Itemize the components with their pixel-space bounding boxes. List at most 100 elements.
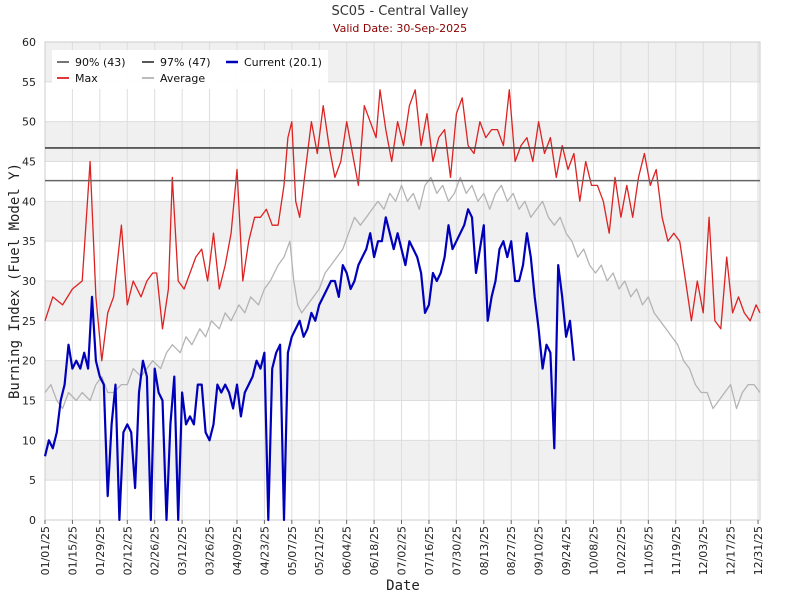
avg-point <box>219 328 220 329</box>
avg-point <box>495 193 496 194</box>
y-axis-ticks: 0 5 10 15 20 25 30 35 40 45 50 55 60 <box>22 36 36 527</box>
current-point <box>142 360 143 361</box>
avg-point <box>648 296 649 297</box>
current-point <box>189 416 190 417</box>
x-tick-label: 01/15/25 <box>66 526 79 575</box>
max-point <box>556 177 557 178</box>
max-point <box>426 113 427 114</box>
max-point <box>532 161 533 162</box>
current-point <box>436 280 437 281</box>
max-point <box>311 121 312 122</box>
max-point <box>291 121 292 122</box>
avg-point <box>518 209 519 210</box>
avg-point <box>630 296 631 297</box>
current-point <box>193 424 194 425</box>
max-point <box>473 153 474 154</box>
current-point <box>409 241 410 242</box>
current-point <box>150 519 151 520</box>
y-tick-label: 10 <box>22 434 36 447</box>
max-point <box>317 153 318 154</box>
current-point <box>299 320 300 321</box>
current-point <box>182 392 183 393</box>
current-point <box>440 272 441 273</box>
max-point <box>708 217 709 218</box>
max-point <box>585 161 586 162</box>
current-point <box>319 304 320 305</box>
plot-frame <box>44 41 761 521</box>
max-point <box>89 161 90 162</box>
current-point <box>283 519 284 520</box>
avg-point <box>366 217 367 218</box>
current-point <box>397 233 398 234</box>
x-tick-label: 07/30/25 <box>450 526 463 575</box>
max-point <box>703 312 704 313</box>
max-point <box>305 169 306 170</box>
avg-point <box>278 264 279 265</box>
avg-point <box>313 296 314 297</box>
avg-point <box>101 376 102 377</box>
max-point <box>497 129 498 130</box>
max-point <box>479 121 480 122</box>
max-point <box>113 296 114 297</box>
max-point <box>95 296 96 297</box>
max-point <box>44 320 45 321</box>
avg-point <box>612 272 613 273</box>
avg-point <box>589 264 590 265</box>
x-tick-label: 01/01/25 <box>39 526 52 575</box>
x-tick-label: 05/07/25 <box>286 526 299 575</box>
avg-point <box>199 328 200 329</box>
current-point <box>554 448 555 449</box>
current-point <box>546 344 547 345</box>
current-point <box>95 360 96 361</box>
current-point <box>558 264 559 265</box>
x-tick-label: 02/26/25 <box>149 526 162 575</box>
avg-point <box>542 201 543 202</box>
max-point <box>230 233 231 234</box>
current-point <box>264 352 265 353</box>
current-point <box>526 233 527 234</box>
max-point <box>272 225 273 226</box>
current-point <box>295 328 296 329</box>
avg-point <box>701 392 702 393</box>
current-point <box>323 296 324 297</box>
max-point <box>207 280 208 281</box>
current-point <box>103 384 104 385</box>
max-point <box>515 161 516 162</box>
legend-label: 90% (43) <box>75 56 126 69</box>
current-point <box>111 424 112 425</box>
current-point <box>252 376 253 377</box>
avg-point <box>82 392 83 393</box>
avg-point <box>62 408 63 409</box>
max-point <box>738 296 739 297</box>
current-point <box>491 296 492 297</box>
avg-point <box>636 288 637 289</box>
current-point <box>479 249 480 250</box>
current-point <box>362 257 363 258</box>
avg-point <box>583 249 584 250</box>
current-point <box>236 384 237 385</box>
current-point <box>201 384 202 385</box>
max-point <box>340 161 341 162</box>
legend: 90% (43) 97% (47) Current (20.1) Max Average <box>52 50 328 89</box>
current-point <box>565 336 566 337</box>
avg-point <box>121 384 122 385</box>
avg-point <box>689 368 690 369</box>
avg-point <box>258 304 259 305</box>
avg-point <box>293 280 294 281</box>
avg-point <box>297 304 298 305</box>
x-tick-label: 07/16/25 <box>423 526 436 575</box>
avg-point <box>301 312 302 313</box>
avg-point <box>748 384 749 385</box>
legend-label: Max <box>75 72 98 85</box>
avg-point <box>571 241 572 242</box>
current-point <box>307 328 308 329</box>
avg-point <box>230 320 231 321</box>
current-point <box>80 368 81 369</box>
current-point <box>217 384 218 385</box>
avg-point <box>448 201 449 202</box>
current-point <box>268 519 269 520</box>
current-point <box>471 217 472 218</box>
current-point <box>424 312 425 313</box>
y-band-0 <box>45 480 760 520</box>
x-tick-label: 06/18/25 <box>368 526 381 575</box>
